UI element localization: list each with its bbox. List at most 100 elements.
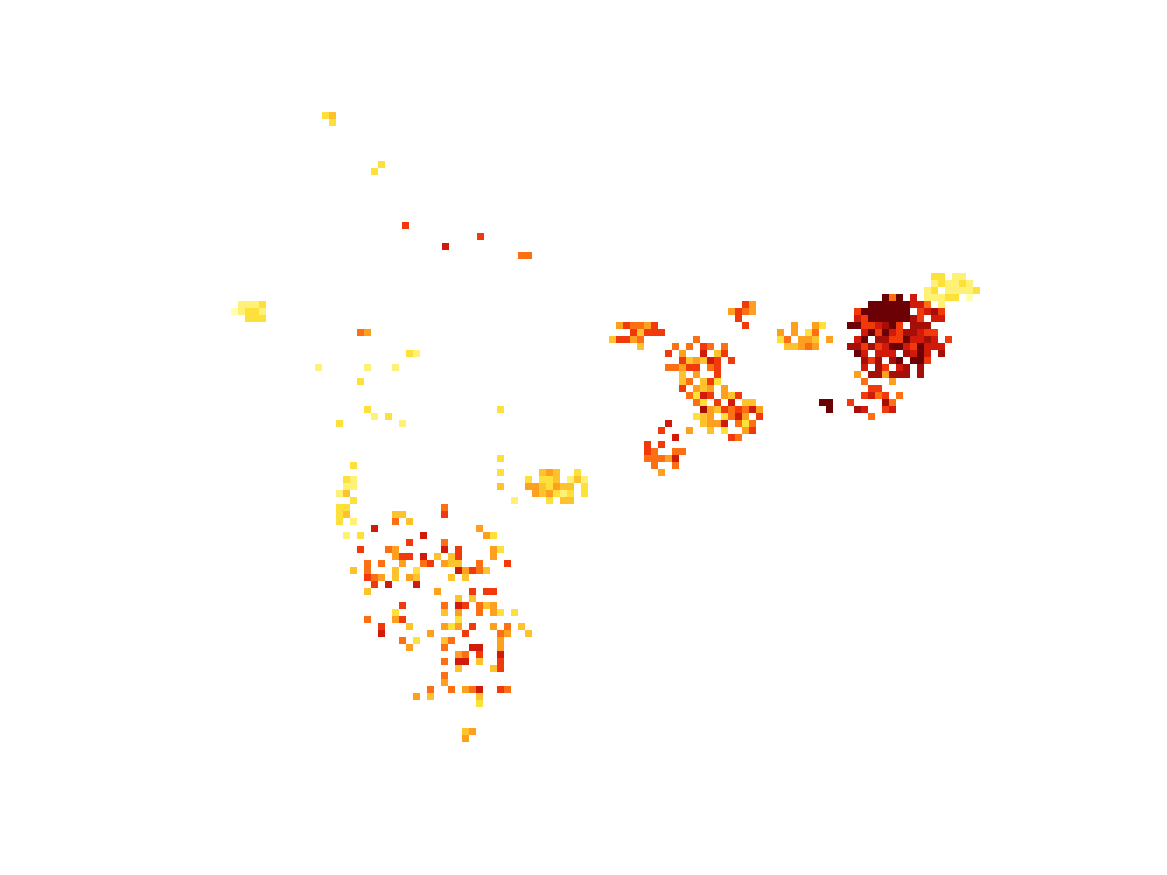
cell-south	[476, 567, 483, 574]
cell-east-band	[658, 427, 665, 434]
cell-south	[455, 651, 462, 658]
cell-south	[364, 567, 371, 574]
cell-central-east	[567, 497, 574, 504]
cell-east-hotspot	[924, 343, 931, 350]
cell-far-east	[924, 287, 931, 294]
cell-east-band	[651, 322, 658, 329]
cell-east-band	[644, 322, 651, 329]
cell-east-hotspot	[875, 350, 882, 357]
cell-east-hotspot	[868, 357, 875, 364]
cell-south	[490, 665, 497, 672]
cell-east-band	[686, 343, 693, 350]
cell-east-band	[672, 434, 679, 441]
cell-south	[420, 560, 427, 567]
cell-far-east	[945, 280, 952, 287]
cell-east-hotspot	[917, 364, 924, 371]
cell-east-band	[686, 392, 693, 399]
cell-south	[490, 602, 497, 609]
cell-east-band	[693, 392, 700, 399]
cell-east-hotspot	[910, 350, 917, 357]
cell-south	[441, 623, 448, 630]
cell-west	[259, 301, 266, 308]
cell-south	[483, 567, 490, 574]
cell-far-east	[924, 294, 931, 301]
cell-east-band	[651, 329, 658, 336]
cell-south	[441, 560, 448, 567]
cell-central-east	[532, 490, 539, 497]
cell-east-hotspot	[938, 343, 945, 350]
cell-south	[406, 553, 413, 560]
cell-east-hotspot	[896, 392, 903, 399]
cell-south	[378, 630, 385, 637]
cell-south	[490, 609, 497, 616]
cell-east-hotspot	[889, 406, 896, 413]
cell-east-band	[728, 399, 735, 406]
cell-east-hotspot	[896, 301, 903, 308]
cell-east-band	[693, 371, 700, 378]
cell-far-north	[322, 112, 329, 119]
cell-east-band	[686, 364, 693, 371]
cell-south	[448, 686, 455, 693]
cell-south	[490, 546, 497, 553]
cell-south	[448, 637, 455, 644]
cell-south	[476, 686, 483, 693]
cell-south	[427, 686, 434, 693]
cell-east-hotspot	[938, 315, 945, 322]
cell-east-hotspot	[882, 399, 889, 406]
cell-east-band	[735, 406, 742, 413]
cell-east-band	[721, 392, 728, 399]
cell-central-east	[539, 469, 546, 476]
cell-south	[441, 602, 448, 609]
cell-central-scatter	[357, 329, 364, 336]
cell-central-east	[567, 490, 574, 497]
cell-east-band	[658, 455, 665, 462]
cell-east-band	[735, 392, 742, 399]
cell-east-band	[700, 399, 707, 406]
cell-far-east	[938, 301, 945, 308]
cell-east-band	[784, 343, 791, 350]
cell-central-east	[546, 497, 553, 504]
cell-south	[497, 665, 504, 672]
cell-north-red	[442, 243, 449, 250]
cell-east-hotspot	[854, 322, 861, 329]
cell-central-east	[553, 469, 560, 476]
cell-south	[434, 588, 441, 595]
cell-east-band	[735, 434, 742, 441]
cell-east-hotspot	[882, 329, 889, 336]
cell-east-band	[693, 336, 700, 343]
cell-east-hotspot	[882, 364, 889, 371]
cell-east-hotspot	[896, 364, 903, 371]
cell-north-scatter	[371, 168, 378, 175]
cell-east-hotspot	[875, 308, 882, 315]
cell-east-band	[700, 350, 707, 357]
cell-east-hotspot	[889, 301, 896, 308]
cell-east-band	[784, 336, 791, 343]
cell-south	[476, 609, 483, 616]
cell-south	[476, 658, 483, 665]
cell-south	[490, 553, 497, 560]
cell-east-hotspot	[861, 343, 868, 350]
cell-east-hotspot	[903, 301, 910, 308]
cell-south	[497, 644, 504, 651]
cell-east-band	[637, 336, 644, 343]
cell-south	[476, 525, 483, 532]
cell-east-hotspot	[868, 371, 875, 378]
heatmap-cells	[231, 112, 980, 742]
cell-west	[245, 301, 252, 308]
cell-south	[392, 609, 399, 616]
cell-east-hotspot	[861, 378, 868, 385]
cell-south	[448, 623, 455, 630]
cell-south	[504, 686, 511, 693]
cell-south	[371, 525, 378, 532]
cell-far-east	[952, 294, 959, 301]
cell-far-east	[952, 273, 959, 280]
cell-central-east	[574, 469, 581, 476]
cell-central-east	[553, 483, 560, 490]
cell-east-band	[742, 322, 749, 329]
cell-east-hotspot	[882, 371, 889, 378]
cell-far-east	[966, 280, 973, 287]
cell-south	[392, 567, 399, 574]
cell-east-band	[665, 364, 672, 371]
cell-south	[364, 560, 371, 567]
cell-south	[504, 560, 511, 567]
